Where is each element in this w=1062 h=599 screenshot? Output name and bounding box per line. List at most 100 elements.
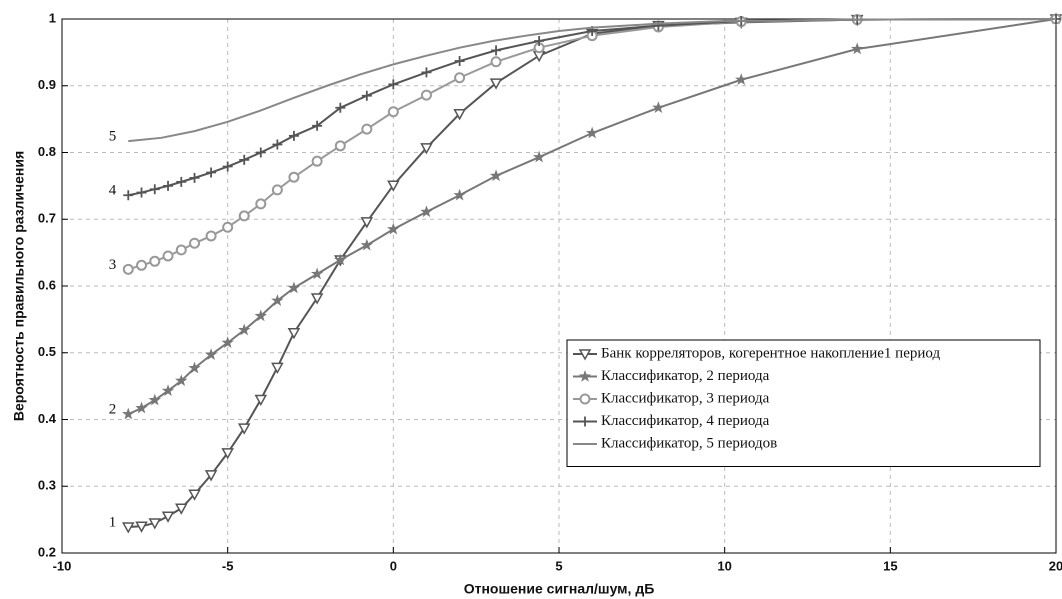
marker xyxy=(580,416,590,427)
marker xyxy=(254,309,267,322)
marker xyxy=(534,36,545,47)
marker xyxy=(188,489,201,501)
marker xyxy=(489,169,503,182)
y-tick-label: 0.2 xyxy=(38,544,56,559)
marker xyxy=(420,205,433,218)
marker xyxy=(361,90,372,101)
marker xyxy=(388,79,399,90)
y-tick-label: 0.8 xyxy=(38,144,56,159)
marker xyxy=(149,184,160,195)
marker xyxy=(238,210,250,222)
marker xyxy=(161,384,175,397)
marker xyxy=(222,221,234,233)
marker xyxy=(288,171,300,183)
y-tick-label: 1 xyxy=(49,10,56,25)
marker xyxy=(387,180,400,192)
plot-frame xyxy=(61,18,1057,554)
series-line xyxy=(128,18,1057,143)
marker xyxy=(149,255,161,267)
marker xyxy=(287,327,301,340)
marker xyxy=(387,222,400,235)
marker xyxy=(161,511,175,523)
marker xyxy=(287,281,301,294)
marker xyxy=(652,101,665,114)
marker xyxy=(653,20,664,31)
marker xyxy=(135,521,148,533)
curve-label: 3 xyxy=(109,257,117,273)
marker xyxy=(188,361,201,374)
x-axis-label: Отношение сигнал/шум, дБ xyxy=(464,581,655,597)
marker xyxy=(454,56,465,67)
marker xyxy=(175,374,188,387)
marker xyxy=(238,323,251,336)
marker xyxy=(453,109,466,121)
marker xyxy=(122,263,134,275)
marker xyxy=(454,72,466,84)
marker xyxy=(136,187,147,198)
series-line xyxy=(127,18,1057,271)
y-axis-label: Вероятность правильного различения xyxy=(11,151,27,421)
marker xyxy=(735,73,748,86)
marker xyxy=(489,78,503,90)
marker xyxy=(491,45,502,56)
marker xyxy=(360,238,374,251)
marker xyxy=(175,244,187,256)
marker xyxy=(420,143,433,155)
y-tick-label: 0.5 xyxy=(38,344,56,359)
curve-label: 5 xyxy=(109,129,117,145)
marker xyxy=(204,348,218,361)
x-tick-label: 15 xyxy=(883,558,897,573)
marker xyxy=(420,89,432,101)
marker xyxy=(189,237,201,249)
x-tick-label: 20 xyxy=(1049,558,1062,573)
marker xyxy=(189,172,200,183)
legend-label: Классификатор, 2 периода xyxy=(601,368,770,384)
legend-label: Классификатор, 3 периода xyxy=(601,390,770,406)
x-tick-label: 0 xyxy=(390,558,397,573)
marker xyxy=(255,198,267,210)
marker xyxy=(490,56,502,68)
legend-label: Банк корреляторов, когерентное накоплени… xyxy=(601,345,940,361)
marker xyxy=(176,176,187,187)
curve-label: 2 xyxy=(109,402,117,418)
marker xyxy=(136,259,148,271)
marker xyxy=(162,250,174,262)
y-tick-label: 0.7 xyxy=(38,211,56,226)
marker xyxy=(578,370,592,382)
x-tick-label: 5 xyxy=(555,558,562,573)
marker xyxy=(334,140,346,152)
y-tick-label: 0.6 xyxy=(38,277,56,292)
marker xyxy=(148,393,161,406)
marker xyxy=(310,267,324,280)
legend-box xyxy=(566,339,1041,467)
marker xyxy=(148,518,162,530)
y-tick-label: 0.4 xyxy=(38,411,57,426)
marker xyxy=(453,188,466,201)
x-tick-label: -5 xyxy=(222,558,234,573)
curve-label: 4 xyxy=(109,183,117,199)
marker xyxy=(387,106,399,118)
marker xyxy=(221,336,234,348)
marker xyxy=(163,180,174,191)
marker xyxy=(175,503,188,515)
marker xyxy=(121,522,135,534)
x-tick-label: 10 xyxy=(717,558,731,573)
marker xyxy=(272,139,283,150)
marker xyxy=(334,253,347,266)
legend-label: Классификатор, 5 периодов xyxy=(601,435,777,451)
y-tick-label: 0.9 xyxy=(38,77,56,92)
marker xyxy=(361,123,373,135)
marker xyxy=(254,394,268,407)
marker xyxy=(585,126,599,139)
marker xyxy=(271,184,283,196)
marker xyxy=(360,217,374,229)
marker xyxy=(532,150,546,163)
marker xyxy=(122,407,135,420)
marker xyxy=(288,130,299,141)
marker xyxy=(255,147,266,158)
marker xyxy=(205,230,217,242)
marker xyxy=(421,67,432,78)
curve-label: 1 xyxy=(109,514,117,530)
marker xyxy=(311,155,323,167)
